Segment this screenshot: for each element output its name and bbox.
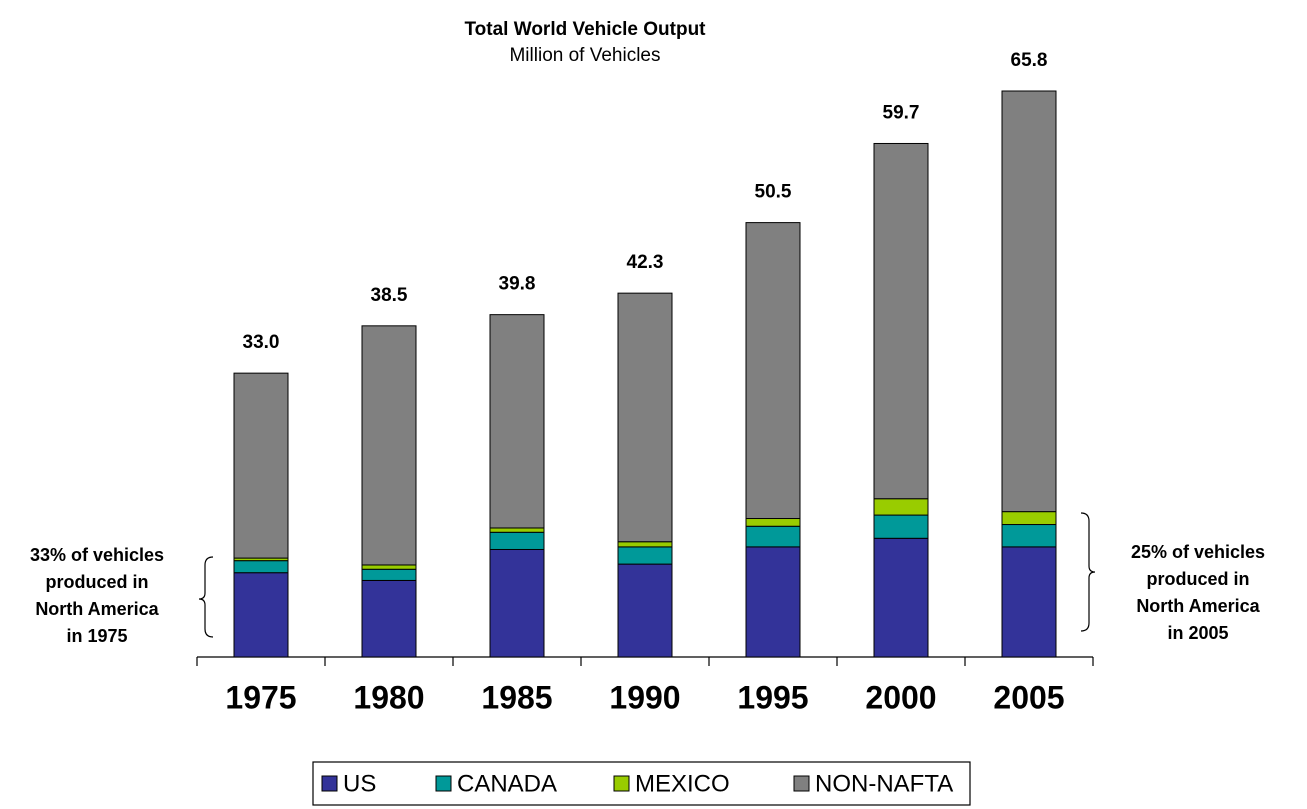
x-tick-label: 1980 — [353, 679, 424, 715]
bar-segment — [489, 548, 545, 658]
bar-segment — [745, 222, 801, 520]
annotation: in 1975 — [66, 626, 127, 646]
legend-label: NON-NAFTA — [815, 770, 953, 797]
bar-segment — [1001, 90, 1057, 513]
bar-segment — [361, 564, 417, 570]
chart-subtitle: Million of Vehicles — [509, 45, 660, 66]
x-tick-label: 1995 — [737, 679, 808, 715]
bar-segment — [617, 292, 673, 543]
x-tick-label: 1990 — [609, 679, 680, 715]
legend-swatch — [435, 775, 452, 792]
brace-right — [1080, 512, 1096, 632]
legend-label: MEXICO — [635, 770, 730, 797]
bar-segment — [873, 142, 929, 500]
annotation: North America — [35, 599, 159, 619]
bar-segment — [873, 537, 929, 658]
annotation: 33% of vehicles — [30, 545, 164, 565]
legend-swatch — [613, 775, 630, 792]
x-tick-label: 2005 — [993, 679, 1064, 715]
bar-segment — [1001, 511, 1057, 526]
bar-segment — [233, 572, 289, 658]
x-tick-label: 2000 — [865, 679, 936, 715]
legend-swatch — [793, 775, 810, 792]
bar-segment — [1001, 546, 1057, 658]
bar-segment — [745, 546, 801, 658]
legend-swatch — [321, 775, 338, 792]
annotation: produced in — [1147, 569, 1250, 589]
bar-segment — [745, 525, 801, 548]
bar-segment — [617, 541, 673, 548]
legend-label: CANADA — [457, 770, 557, 797]
x-tick-label: 1985 — [481, 679, 552, 715]
legend-box — [312, 761, 971, 806]
total-label: 65.8 — [1011, 50, 1048, 71]
total-label: 42.3 — [627, 252, 664, 273]
bar-segment — [873, 498, 929, 516]
bar-segment — [361, 325, 417, 566]
bar-segment — [617, 546, 673, 565]
chart-title: Total World Vehicle Output — [464, 19, 706, 40]
annotation: in 2005 — [1167, 623, 1228, 643]
annotation: 25% of vehicles — [1131, 542, 1265, 562]
annotation: North America — [1136, 596, 1260, 616]
bar-segment — [233, 372, 289, 559]
brace-left — [198, 556, 214, 638]
bar-segment — [489, 314, 545, 529]
legend-label: US — [343, 770, 376, 797]
bar-segment — [489, 527, 545, 533]
bar-segment — [873, 514, 929, 539]
bar-segment — [745, 518, 801, 527]
total-label: 50.5 — [755, 182, 792, 203]
total-label: 59.7 — [883, 102, 920, 123]
annotation: produced in — [46, 572, 149, 592]
total-label: 38.5 — [371, 285, 408, 306]
bar-segment — [361, 579, 417, 658]
bar-segment — [489, 531, 545, 550]
total-label: 39.8 — [499, 274, 536, 295]
x-tick-label: 1975 — [225, 679, 296, 715]
bar-segment — [617, 563, 673, 658]
total-label: 33.0 — [243, 332, 280, 353]
bar-segment — [1001, 524, 1057, 548]
bar-segment — [233, 560, 289, 574]
bar-segment — [361, 568, 417, 581]
